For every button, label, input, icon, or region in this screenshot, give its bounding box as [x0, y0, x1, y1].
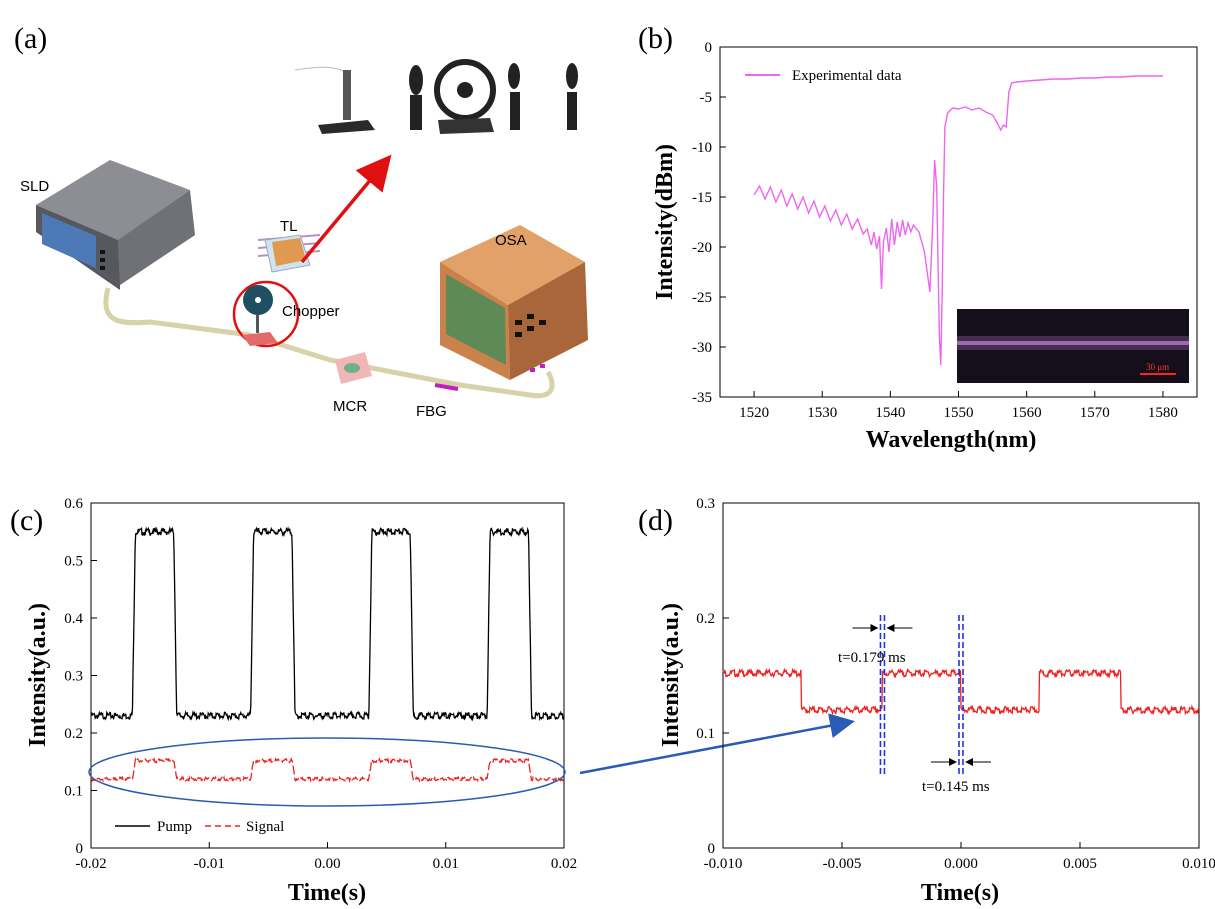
- tl-device: [257, 234, 321, 273]
- x-tick-label: 1540: [875, 405, 905, 421]
- y-tick-label: -20: [692, 240, 712, 256]
- inset-micrograph: 30 μm: [957, 309, 1189, 383]
- y-tick-label: 0.1: [64, 784, 83, 800]
- sld-device: [36, 160, 195, 290]
- y-tick-label: -25: [692, 290, 712, 306]
- chopper-label: Chopper: [282, 303, 340, 320]
- chart-d-ylabel: Intensity(a.u.): [658, 603, 684, 747]
- y-tick-label: 0.1: [696, 726, 715, 742]
- panel-label-a: (a): [14, 22, 47, 55]
- series-signal: [90, 757, 565, 784]
- chart-d: -0.010 -0.005 0.000 0.005 0.010 0 0.1 0.2 0.3 t=…: [658, 496, 1215, 906]
- chart-b: 1520 1530 1540 1550 1560 1570 1580 0 -5 -10 -15 -20…: [652, 40, 1198, 453]
- x-tick-label: 0.010: [1182, 856, 1215, 872]
- x-tick-label: 1570: [1080, 405, 1110, 421]
- y-tick-label: 0: [76, 841, 84, 857]
- panel-label-b: (b): [638, 22, 673, 55]
- inset-scale-text: 30 μm: [1146, 362, 1169, 372]
- y-tick-label: -5: [700, 90, 713, 106]
- chart-b-ylabel: Intensity(dBm): [652, 144, 678, 300]
- series-pump: [90, 526, 565, 722]
- y-tick-label: 0.4: [64, 611, 83, 627]
- y-tick-label: 0.3: [64, 669, 83, 685]
- y-tick-label: 0.3: [696, 496, 715, 512]
- chart-b-xlabel: Wavelength(nm): [866, 427, 1037, 453]
- series-experimental-data: [753, 75, 1163, 366]
- legend-experimental-data: Experimental data: [792, 68, 902, 84]
- y-tick-label: -15: [692, 190, 712, 206]
- legend-signal: Signal: [246, 819, 284, 835]
- zoom-arrow: [300, 154, 392, 264]
- y-tick-label: -35: [692, 390, 712, 406]
- sld-label: SLD: [20, 178, 49, 195]
- highlight-ellipse: [88, 737, 566, 807]
- chart-d-xlabel: Time(s): [921, 880, 999, 906]
- setup-diagram: SLD TL Chopper: [20, 59, 588, 420]
- x-tick-label: 0.000: [944, 856, 978, 872]
- y-tick-label: -30: [692, 340, 712, 356]
- x-tick-label: 0.02: [551, 856, 577, 872]
- legend-pump: Pump: [157, 819, 192, 835]
- x-tick-label: 0.00: [314, 856, 340, 872]
- series-signal-zoom: [722, 667, 1200, 716]
- x-tick-label: 1560: [1012, 405, 1042, 421]
- x-tick-label: -0.005: [823, 856, 862, 872]
- y-tick-label: 0: [705, 40, 713, 56]
- chart-c-ylabel: Intensity(a.u.): [25, 603, 51, 747]
- chopper-device: [232, 280, 300, 348]
- annotation-rise-time: t=0.179 ms: [838, 650, 906, 666]
- panel-label-c: (c): [10, 504, 43, 537]
- fbg-label: FBG: [416, 403, 447, 420]
- y-tick-label: 0.2: [696, 611, 715, 627]
- y-tick-label: -10: [692, 140, 712, 156]
- x-tick-label: -0.02: [75, 856, 106, 872]
- y-tick-label: 0: [708, 841, 716, 857]
- mcr-device: [335, 352, 372, 384]
- chart-c: -0.02 -0.01 0.00 0.01 0.02 0 0.1 0.2 0.3 0.4 0.5 0.…: [25, 496, 577, 906]
- optics-row: [294, 59, 578, 134]
- x-tick-label: 1530: [807, 405, 837, 421]
- y-tick-label: 0.6: [64, 496, 83, 512]
- annotation-fall-time: t=0.145 ms: [922, 779, 990, 795]
- y-tick-label: 0.2: [64, 726, 83, 742]
- tl-label: TL: [280, 218, 298, 235]
- x-tick-label: -0.01: [194, 856, 225, 872]
- mcr-label: MCR: [333, 398, 367, 415]
- chart-c-xlabel: Time(s): [288, 880, 366, 906]
- y-tick-label: 0.5: [64, 554, 83, 570]
- x-tick-label: 0.005: [1063, 856, 1097, 872]
- x-tick-label: 1520: [739, 405, 769, 421]
- zoom-arrow-c-to-d: [579, 713, 855, 775]
- x-tick-label: 1550: [944, 405, 974, 421]
- osa-label: OSA: [495, 232, 527, 249]
- x-tick-label: 0.01: [433, 856, 459, 872]
- osa-device: [440, 225, 588, 380]
- x-tick-label: -0.010: [704, 856, 743, 872]
- x-tick-label: 1580: [1148, 405, 1178, 421]
- fbg-mark: [434, 383, 459, 391]
- panel-label-d: (d): [638, 504, 673, 537]
